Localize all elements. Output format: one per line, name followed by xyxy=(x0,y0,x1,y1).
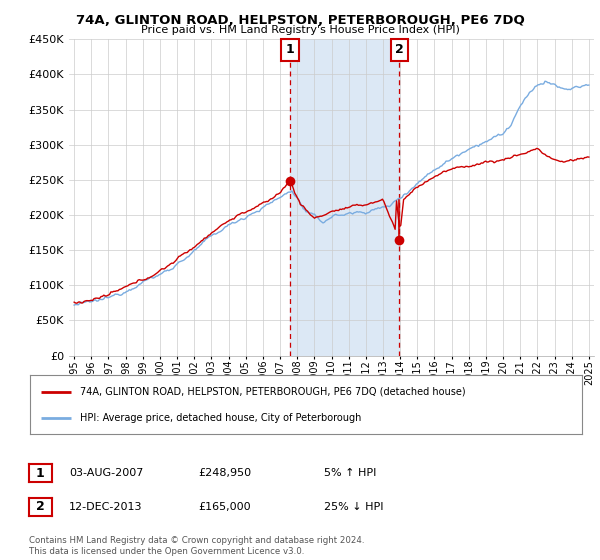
Text: 03-AUG-2007: 03-AUG-2007 xyxy=(69,468,143,478)
Text: 1: 1 xyxy=(286,43,295,56)
Text: 12-DEC-2013: 12-DEC-2013 xyxy=(69,502,143,512)
Text: £165,000: £165,000 xyxy=(198,502,251,512)
Bar xyxy=(290,39,399,356)
Text: 74A, GLINTON ROAD, HELPSTON, PETERBOROUGH, PE6 7DQ (detached house): 74A, GLINTON ROAD, HELPSTON, PETERBOROUG… xyxy=(80,386,466,396)
Text: 2: 2 xyxy=(36,500,44,514)
Text: 74A, GLINTON ROAD, HELPSTON, PETERBOROUGH, PE6 7DQ: 74A, GLINTON ROAD, HELPSTON, PETERBOROUG… xyxy=(76,14,524,27)
Text: £248,950: £248,950 xyxy=(198,468,251,478)
Text: HPI: Average price, detached house, City of Peterborough: HPI: Average price, detached house, City… xyxy=(80,413,361,423)
Text: Price paid vs. HM Land Registry's House Price Index (HPI): Price paid vs. HM Land Registry's House … xyxy=(140,25,460,35)
Text: 5% ↑ HPI: 5% ↑ HPI xyxy=(324,468,376,478)
Text: 2: 2 xyxy=(395,43,404,56)
Text: 25% ↓ HPI: 25% ↓ HPI xyxy=(324,502,383,512)
Text: Contains HM Land Registry data © Crown copyright and database right 2024.
This d: Contains HM Land Registry data © Crown c… xyxy=(29,536,364,556)
Text: 1: 1 xyxy=(36,466,44,480)
